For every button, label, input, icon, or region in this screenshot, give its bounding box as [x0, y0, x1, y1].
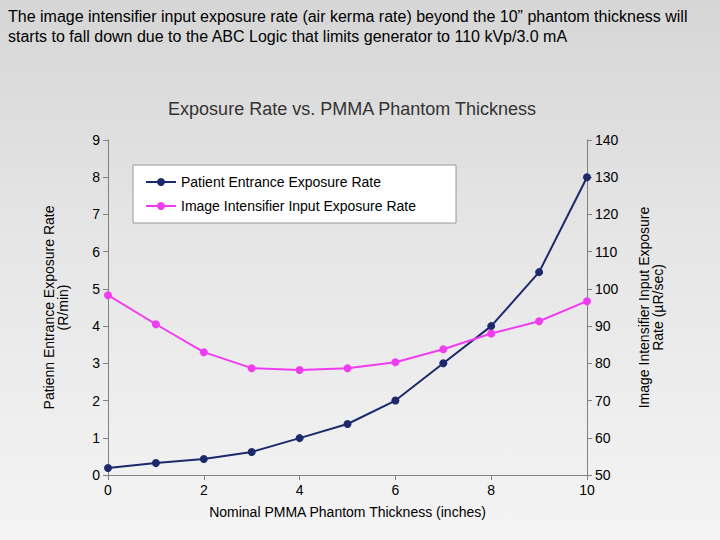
svg-text:70: 70 [595, 393, 611, 409]
svg-text:120: 120 [595, 206, 619, 222]
svg-text:2: 2 [92, 393, 100, 409]
svg-text:6: 6 [92, 244, 100, 260]
svg-text:100: 100 [595, 281, 619, 297]
svg-text:50: 50 [595, 467, 611, 483]
svg-text:80: 80 [595, 355, 611, 371]
svg-text:Image Intensifier Input Exposu: Image Intensifier Input Exposure Rate [181, 198, 416, 214]
svg-text:(R/min): (R/min) [55, 285, 71, 331]
svg-text:90: 90 [595, 318, 611, 334]
svg-text:140: 140 [595, 132, 619, 148]
svg-text:7: 7 [92, 206, 100, 222]
svg-text:6: 6 [392, 482, 400, 498]
svg-text:8: 8 [487, 482, 495, 498]
svg-text:8: 8 [92, 169, 100, 185]
svg-text:4: 4 [92, 318, 100, 334]
svg-text:Image Intensifier Input Exposu: Image Intensifier Input Exposure [636, 206, 652, 409]
svg-text:130: 130 [595, 169, 619, 185]
svg-text:60: 60 [595, 430, 611, 446]
svg-text:starts to fall down due to the: starts to fall down due to the ABC Logic… [8, 28, 567, 45]
svg-text:Patienn Entrance Exposure Rate: Patienn Entrance Exposure Rate [41, 205, 57, 410]
svg-text:4: 4 [296, 482, 304, 498]
svg-text:10: 10 [579, 482, 595, 498]
svg-text:Rate (µR/sec): Rate (µR/sec) [650, 264, 666, 351]
svg-text:9: 9 [92, 132, 100, 148]
svg-text:Nominal PMMA Phantom Thickness: Nominal PMMA Phantom Thickness (inches) [209, 504, 486, 520]
svg-text:0: 0 [92, 467, 100, 483]
svg-text:The image intensifier input ex: The image intensifier input exposure rat… [8, 8, 692, 25]
svg-text:3: 3 [92, 355, 100, 371]
svg-text:Patient Entrance Exposure Rate: Patient Entrance Exposure Rate [181, 174, 381, 190]
svg-text:0: 0 [104, 482, 112, 498]
svg-text:2: 2 [200, 482, 208, 498]
svg-text:Exposure Rate vs. PMMA Phantom: Exposure Rate vs. PMMA Phantom Thickness [168, 99, 536, 119]
svg-text:1: 1 [92, 430, 100, 446]
svg-text:5: 5 [92, 281, 100, 297]
svg-text:110: 110 [595, 244, 618, 260]
